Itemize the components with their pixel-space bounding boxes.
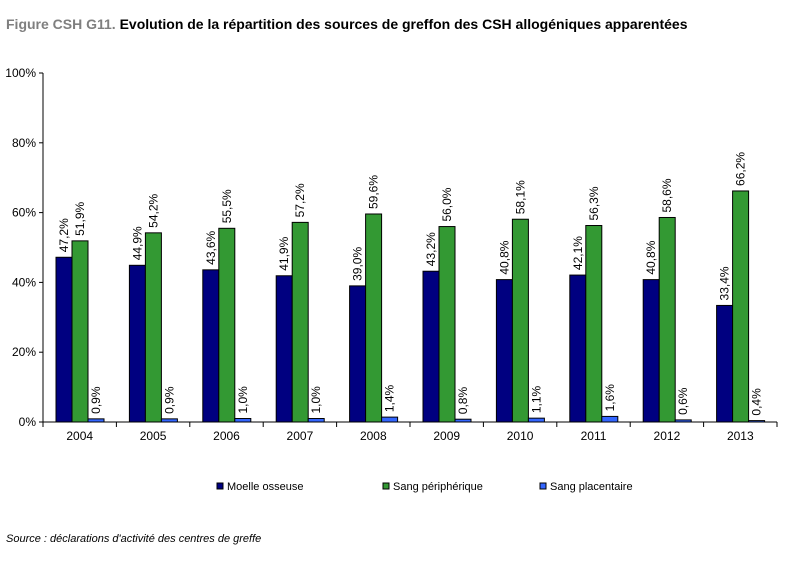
data-label: 58,6% [660,178,674,212]
chart-title: Figure CSH G11. Evolution de la répartit… [6,16,688,32]
bar-chart: 0% 20% 40% 60% 80% 100% 2004 2005 2006 2007 2008 20… [5,66,778,493]
data-label: 41,9% [277,236,291,270]
data-label: 47,2% [57,218,71,252]
data-label: 51,9% [73,202,87,236]
bar [234,418,252,423]
bar [527,417,545,423]
bar [381,416,399,423]
bar [87,418,105,423]
bar [716,304,734,423]
y-tick-label: 60% [12,206,36,220]
figure-title-text: Evolution de la répartition des sources … [119,16,688,32]
bar [748,420,766,423]
bar [71,240,89,423]
bar [55,256,73,423]
bar [275,275,293,423]
data-label: 58,1% [513,180,527,214]
bar [218,227,236,423]
legend-swatch [539,482,547,490]
x-tick-label: 2004 [66,429,93,443]
source-note: Source : déclarations d'activité des cen… [6,533,262,545]
figure-number: Figure CSH G11. [6,16,116,32]
bar [128,264,146,423]
data-label: 39,0% [351,247,365,281]
data-label: 0,6% [676,387,690,415]
data-label: 59,6% [367,175,381,209]
data-label: 33,4% [718,266,732,300]
bar [160,418,178,423]
data-label: 40,8% [644,240,658,274]
bar [642,279,660,423]
data-label: 40,8% [497,240,511,274]
bar [365,213,383,423]
data-label: 54,2% [146,193,160,227]
data-label: 66,2% [734,152,748,186]
bar [422,270,440,423]
data-label: 44,9% [130,226,144,260]
bar [495,279,513,423]
x-tick-label: 2011 [581,429,607,443]
bar [438,226,456,423]
legend-label: Sang placentaire [550,481,633,493]
y-tick-label: 40% [12,275,36,289]
y-tick-label: 0% [19,415,37,429]
x-tick-label: 2013 [727,429,754,443]
y-tick-label: 100% [5,66,36,80]
data-label: 56,3% [587,186,601,220]
bar [454,418,472,423]
legend-swatch [382,482,390,490]
bar [569,274,587,423]
bar [144,232,162,423]
data-label: 0,9% [89,386,103,414]
data-label: 1,1% [529,385,543,413]
y-tick-label: 80% [12,136,36,150]
bar [658,216,676,423]
x-tick-label: 2005 [140,429,167,443]
bar [511,218,529,423]
bar [202,269,220,423]
bar [291,221,309,423]
y-tick-label: 20% [12,345,36,359]
legend-label: Sang périphérique [393,481,483,493]
x-tick-label: 2012 [654,429,681,443]
x-tick-label: 2010 [507,429,534,443]
bar [674,419,692,423]
data-label: 0,9% [162,386,176,414]
data-label: 57,2% [293,183,307,217]
x-tick-label: 2009 [433,429,460,443]
bar [307,418,325,423]
bar [349,285,367,423]
data-label: 55,5% [220,189,234,223]
data-label: 1,0% [309,386,323,414]
bar [585,225,603,423]
data-label: 0,8% [456,387,470,415]
data-label: 1,6% [603,384,617,412]
data-label: 1,0% [236,386,250,414]
data-label: 0,4% [750,388,764,416]
data-label: 43,2% [424,232,438,266]
legend-label: Moelle osseuse [227,481,303,493]
x-tick-label: 2008 [360,429,387,443]
bar [601,415,619,423]
legend-swatch [216,482,224,490]
bar [732,190,750,423]
x-tick-label: 2007 [287,429,314,443]
data-label: 42,1% [571,236,585,270]
data-label: 43,6% [204,230,218,264]
data-label: 1,4% [383,384,397,412]
data-label: 56,0% [440,187,454,221]
x-tick-label: 2006 [213,429,240,443]
